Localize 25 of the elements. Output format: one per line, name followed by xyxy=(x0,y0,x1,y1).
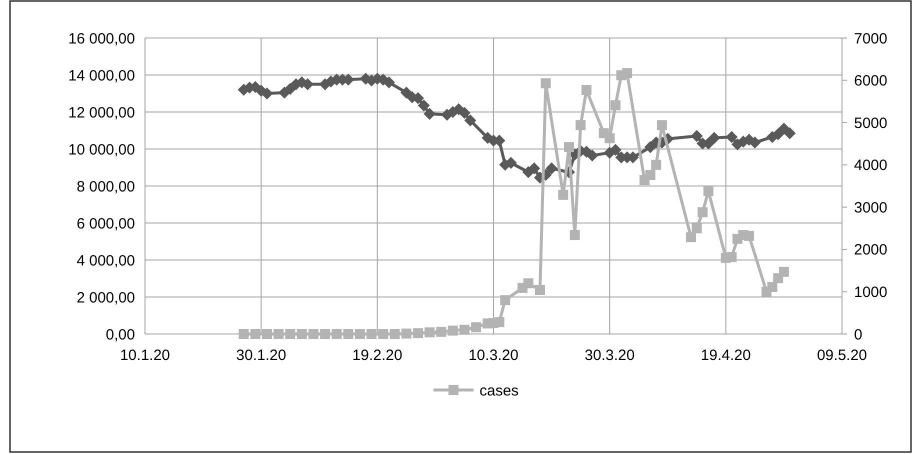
y2-tick-label: 3000 xyxy=(854,199,888,216)
y2-tick-label: 1000 xyxy=(854,284,888,301)
y2-tick-label: 5000 xyxy=(854,114,888,132)
x-tick-label: 30.3.20 xyxy=(584,347,635,364)
y2-tick-label: 2000 xyxy=(854,242,888,259)
y-tick-label: 10 000,00 xyxy=(68,141,135,158)
legend-label: cases xyxy=(480,382,519,400)
y2-tick-label: 4000 xyxy=(854,157,888,174)
x-tick-label: 10.1.20 xyxy=(120,347,170,364)
x-tick-label: 19.4.20 xyxy=(700,347,751,364)
y-tick-label: 16 000,00 xyxy=(68,30,135,48)
y2-tick-label: 0 xyxy=(854,326,862,344)
y-tick-label: 14 000,00 xyxy=(68,67,135,84)
y-tick-label: 2 000,00 xyxy=(76,289,135,306)
x-tick-label: 10.3.20 xyxy=(468,347,519,364)
x-tick-label: 09.5.20 xyxy=(816,347,868,364)
y-tick-label: 12 000,00 xyxy=(68,104,135,122)
y-tick-label: 4 000,00 xyxy=(76,252,135,270)
y-tick-label: 8 000,00 xyxy=(76,178,135,196)
x-tick-label: 19.2.20 xyxy=(352,347,402,364)
y2-tick-label: 6000 xyxy=(854,72,888,90)
y-tick-label: 0,00 xyxy=(106,326,135,344)
y-tick-label: 6 000,00 xyxy=(76,215,135,232)
x-tick-label: 30.1.20 xyxy=(236,347,286,364)
y2-tick-label: 7000 xyxy=(854,30,888,48)
